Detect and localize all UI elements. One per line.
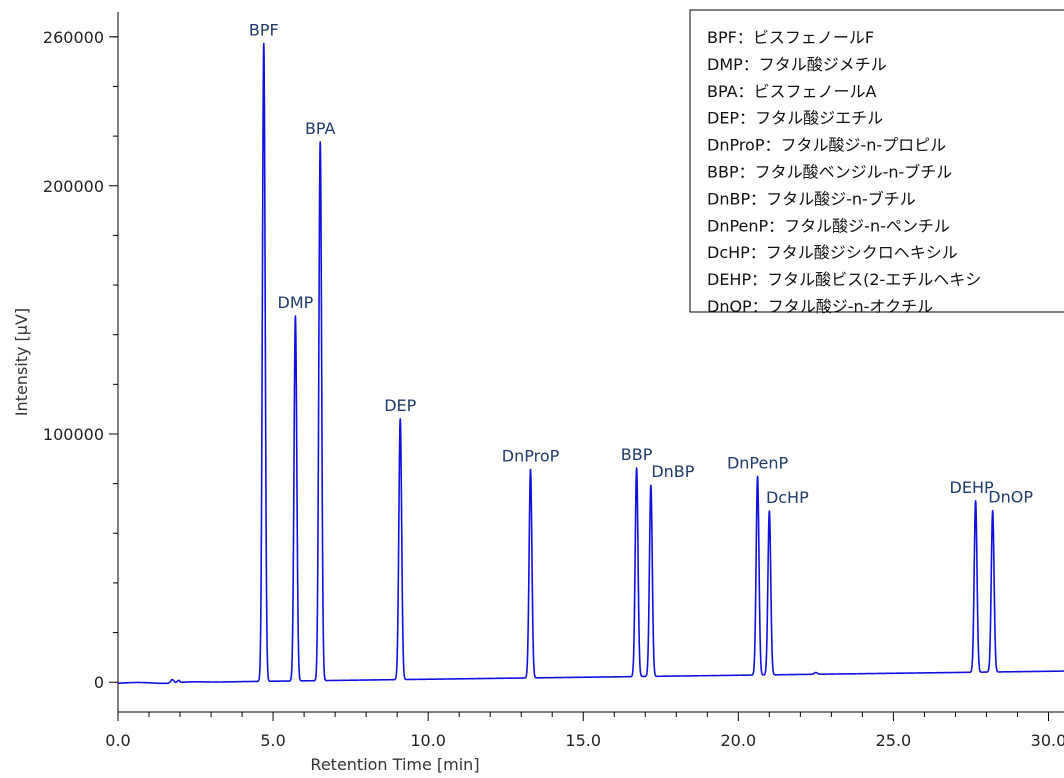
legend-entry: DMP：フタル酸ジメチル	[707, 55, 887, 74]
legend-entry: DEHP：フタル酸ビス(2-エチルヘキシ	[707, 270, 981, 289]
chromatogram-trace-group	[117, 42, 1064, 685]
peak-label: DnBP	[651, 462, 694, 481]
peak-label: DnProP	[502, 446, 560, 465]
legend-entry: BBP：フタル酸ベンジル-n-ブチル	[707, 163, 952, 182]
legend-entry: DEP：フタル酸ジエチル	[707, 109, 883, 128]
legend-entry: DnOP：フタル酸ジ-n-オクチル	[707, 297, 933, 316]
y-tick-label: 0	[94, 673, 104, 692]
x-tick-label: 30.0	[1031, 731, 1064, 750]
x-tick-label: 15.0	[565, 731, 601, 750]
chromatogram-trace	[117, 42, 1064, 685]
x-tick-label: 5.0	[260, 731, 285, 750]
legend-box	[689, 9, 1064, 313]
x-tick-label: 25.0	[876, 731, 912, 750]
y-tick-label: 100000	[43, 425, 104, 444]
peak-label: DEP	[384, 396, 416, 415]
x-tick-label: 10.0	[410, 731, 446, 750]
x-tick-label: 0.0	[105, 731, 130, 750]
peak-label: DnOP	[988, 488, 1033, 507]
x-axis-title: Retention Time [min]	[310, 755, 479, 774]
y-tick-label: 260000	[43, 28, 104, 47]
legend: BPF：ビスフェノールF DMP：フタル酸ジメチル BPA：ビスフェノールA DEP：…	[689, 9, 1064, 316]
peak-label: DcHP	[766, 488, 809, 507]
peak-label: DMP	[278, 293, 314, 312]
peak-label: BPF	[249, 20, 279, 39]
legend-entry: DnPenP：フタル酸ジ-n-ペンチル	[707, 216, 950, 235]
x-tick-label: 20.0	[721, 731, 757, 750]
axes: 0.0 5.0 10.0 15.0 20.0 25.0 30.0 0 100000 200000 2…	[43, 12, 1064, 750]
legend-entry: DcHP：フタル酸ジシクロヘキシル	[707, 243, 958, 262]
peak-label: DnPenP	[727, 453, 789, 472]
y-tick-label: 200000	[43, 177, 104, 196]
legend-entry: BPA：ビスフェノールA	[707, 82, 877, 101]
y-axis-title: Intensity [μV]	[12, 308, 31, 416]
legend-entry: DnProP：フタル酸ジ-n-プロピル	[707, 136, 946, 155]
legend-entry: BPF：ビスフェノールF	[707, 28, 874, 47]
peak-label: BPA	[305, 119, 336, 138]
peak-label: DEHP	[950, 478, 994, 497]
peak-label: BBP	[621, 445, 653, 464]
legend-entry: DnBP：フタル酸ジ-n-ブチル	[707, 189, 916, 208]
